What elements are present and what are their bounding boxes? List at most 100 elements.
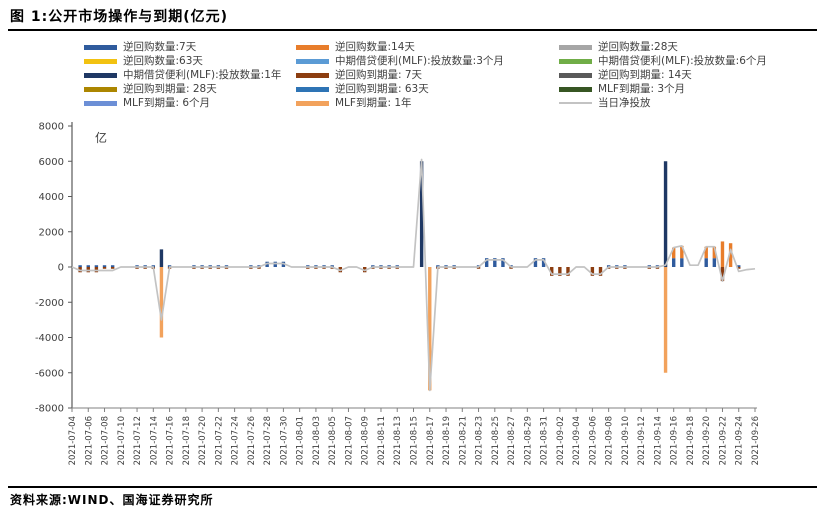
svg-text:2021-09-26: 2021-09-26 (751, 416, 761, 465)
bar-rr_qty_7d (533, 258, 538, 267)
omo-chart-svg: 8000 6000 4000 2000 0 -2000 -4000 -6000 -8000 亿 20… (35, 122, 761, 466)
omo-chart: 8000 6000 4000 2000 0 -2000 -4000 -6000 -8000 亿 20… (0, 112, 825, 484)
legend-swatch-rr_qty_28d (559, 44, 592, 50)
legend-swatch-mlf_inj_1y (84, 72, 117, 78)
bar-rr_qty_14d (728, 243, 733, 267)
chart-legend: 逆回购数量:7天 逆回购数量:14天 逆回购数量:28天 逆回购数量:63天 中期借贷便… (84, 40, 805, 110)
legend-label: 当日净投放 (598, 96, 651, 109)
legend-label: 逆回购到期量: 7天 (335, 68, 423, 81)
svg-text:2021-09-16: 2021-09-16 (670, 416, 680, 465)
svg-text:2021-08-07: 2021-08-07 (344, 416, 354, 465)
bar-rr_mat_7d (86, 267, 90, 273)
legend-swatch-mlf_mat_1y (296, 100, 329, 106)
title-divider (8, 29, 817, 31)
legend-item-rr_mat_28d: 逆回购到期量: 28天 (84, 84, 296, 95)
legend-item-rr_mat_14d: 逆回购到期量: 14天 (559, 70, 805, 81)
bar-rr_qty_7d (501, 258, 505, 267)
legend-swatch-mlf_inj_6m (559, 58, 592, 64)
svg-text:2021-07-20: 2021-07-20 (198, 416, 208, 465)
bar-rr_qty_14d (720, 241, 725, 267)
svg-text:2021-07-28: 2021-07-28 (263, 416, 273, 465)
svg-text:2021-07-06: 2021-07-06 (84, 416, 94, 465)
svg-text:2021-07-18: 2021-07-18 (182, 416, 192, 465)
legend-item-rr_qty_28d: 逆回购数量:28天 (559, 42, 805, 53)
svg-text:2021-08-03: 2021-08-03 (312, 416, 322, 465)
svg-text:2021-09-18: 2021-09-18 (686, 416, 696, 465)
legend-item-rr_mat_7d: 逆回购到期量: 7天 (296, 70, 559, 81)
bar-mlf_mat_1y (159, 267, 164, 338)
svg-text:2021-09-22: 2021-09-22 (718, 416, 728, 465)
svg-text:8000: 8000 (39, 122, 64, 133)
svg-text:2021-08-19: 2021-08-19 (442, 416, 452, 465)
legend-swatch-rr_mat_14d (559, 72, 592, 78)
svg-text:2021-07-30: 2021-07-30 (279, 416, 289, 465)
legend-swatch-net (559, 102, 592, 104)
svg-text:2021-08-25: 2021-08-25 (491, 416, 501, 465)
legend-label: 逆回购数量:7天 (123, 40, 197, 53)
bar-mlf_inj_1y (419, 161, 424, 267)
bar-rr_qty_7d (680, 258, 684, 267)
bar-rr_mat_7d (598, 267, 603, 276)
legend-item-mlf_inj_1y: 中期借贷便利(MLF):投放数量:1年 (84, 70, 296, 81)
bar-rr_mat_7d (566, 267, 570, 276)
legend-label: MLF到期量: 1年 (335, 96, 412, 109)
svg-text:0: 0 (58, 263, 64, 274)
unit-label: 亿 (95, 130, 107, 145)
legend-item-mlf_inj_6m: 中期借贷便利(MLF):投放数量:6个月 (559, 56, 805, 67)
svg-text:2021-09-20: 2021-09-20 (702, 416, 712, 465)
svg-text:2021-08-05: 2021-08-05 (328, 416, 338, 465)
legend-label: 逆回购到期量: 28天 (123, 82, 217, 95)
svg-text:2021-09-08: 2021-09-08 (605, 416, 615, 465)
legend-label: 逆回购到期量: 63天 (335, 82, 429, 95)
bar-mlf_mat_1y (663, 267, 668, 373)
legend-label: MLF到期量: 6个月 (123, 96, 211, 109)
legend-label: MLF到期量: 3个月 (598, 82, 686, 95)
svg-text:2021-09-02: 2021-09-02 (556, 416, 566, 465)
bar-rr_mat_7d (94, 267, 99, 273)
bar-rr_qty_7d (704, 258, 708, 267)
bar-rr_qty_7d (541, 258, 546, 267)
svg-text:2021-07-22: 2021-07-22 (214, 416, 224, 465)
bar-rr_qty_14d (671, 247, 676, 259)
legend-label: 逆回购数量:14天 (335, 40, 415, 53)
bar-rr_mat_7d (550, 267, 554, 276)
legend-label: 逆回购数量:28天 (598, 40, 678, 53)
svg-text:2021-09-04: 2021-09-04 (572, 416, 582, 465)
svg-text:2021-09-24: 2021-09-24 (735, 416, 745, 465)
svg-text:2021-08-27: 2021-08-27 (507, 416, 517, 465)
bar-rr_qty_7d (273, 261, 277, 267)
legend-item-mlf_mat_6m: MLF到期量: 6个月 (84, 98, 296, 109)
svg-text:2000: 2000 (39, 227, 64, 238)
svg-text:2021-09-10: 2021-09-10 (621, 416, 631, 465)
svg-text:-2000: -2000 (35, 298, 64, 309)
svg-text:2021-08-01: 2021-08-01 (296, 416, 306, 465)
legend-item-net: 当日净投放 (559, 98, 805, 109)
legend-label: 逆回购数量:63天 (123, 54, 203, 67)
svg-text:2021-07-12: 2021-07-12 (133, 416, 143, 465)
svg-text:2021-08-17: 2021-08-17 (426, 416, 436, 465)
svg-text:2021-08-21: 2021-08-21 (458, 416, 468, 465)
bar-rr_qty_14d (704, 246, 708, 259)
bar-rr_qty_7d (78, 265, 82, 267)
svg-text:2021-09-12: 2021-09-12 (637, 416, 647, 465)
legend-item-rr_qty_7d: 逆回购数量:7天 (84, 42, 296, 53)
svg-text:2021-08-11: 2021-08-11 (377, 416, 387, 465)
bar-rr_qty_7d (484, 258, 489, 267)
bar-rr_qty_7d (493, 258, 497, 267)
legend-swatch-rr_qty_7d (84, 44, 117, 50)
legend-item-rr_mat_63d: 逆回购到期量: 63天 (296, 84, 559, 95)
bar-rr_qty_7d (86, 265, 90, 267)
legend-swatch-mlf_mat_6m (84, 100, 117, 106)
legend-label: 逆回购到期量: 14天 (598, 68, 692, 81)
svg-text:4000: 4000 (39, 192, 64, 203)
y-axis: 8000 6000 4000 2000 0 -2000 -4000 -6000 -8000 (35, 122, 73, 415)
svg-text:2021-07-16: 2021-07-16 (166, 416, 176, 465)
legend-item-mlf_mat_1y: MLF到期量: 1年 (296, 98, 559, 109)
bars-layer (78, 161, 733, 391)
legend-label: 中期借贷便利(MLF):投放数量:6个月 (598, 54, 767, 67)
legend-swatch-rr_mat_63d (296, 86, 329, 92)
legend-label: 中期借贷便利(MLF):投放数量:3个月 (335, 54, 504, 67)
svg-text:2021-07-14: 2021-07-14 (149, 416, 159, 465)
legend-swatch-rr_mat_7d (296, 72, 329, 78)
source-note: 资料来源:WIND、国海证券研究所 (10, 493, 214, 507)
